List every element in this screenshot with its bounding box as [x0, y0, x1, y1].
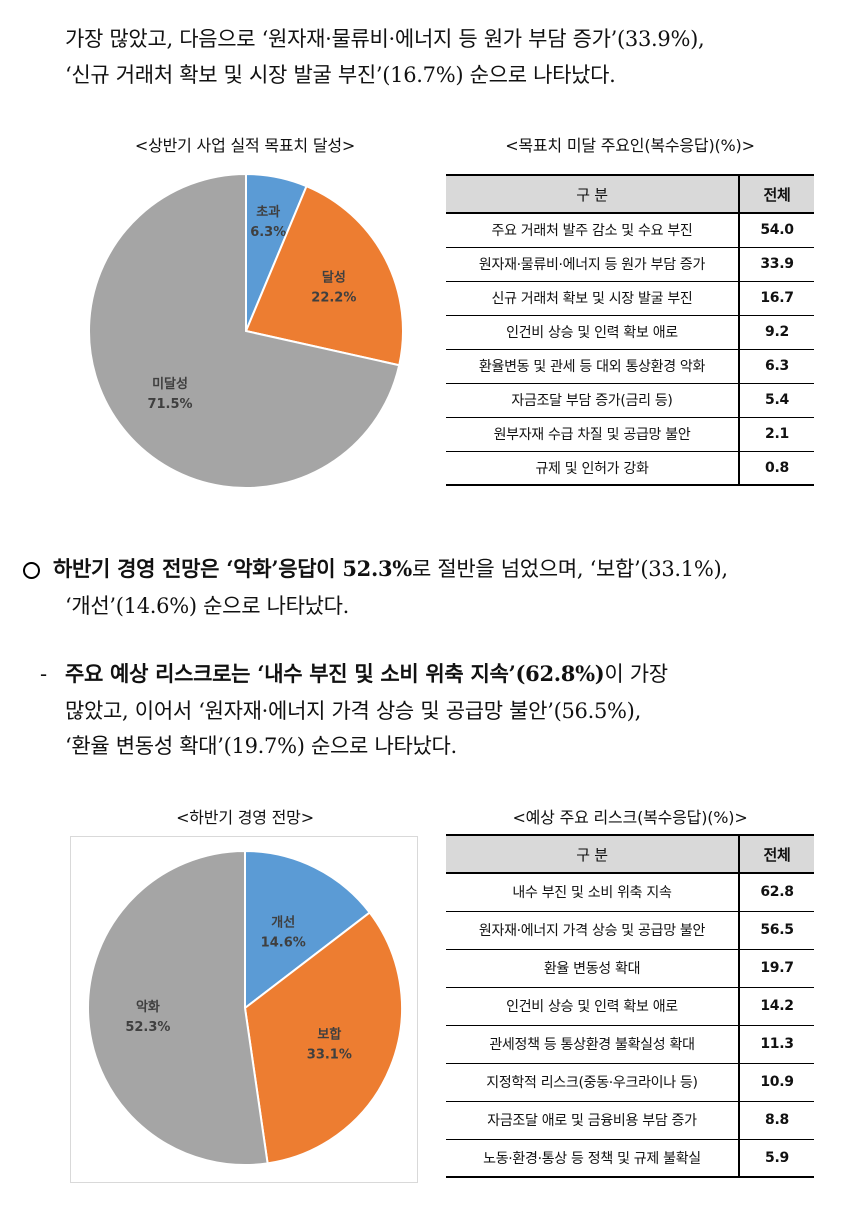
table2-header-item: 구 분: [446, 834, 739, 874]
row-item-label: 원부자재 수급 차질 및 공급망 불안: [446, 417, 739, 452]
row-item-label: 자금조달 애로 및 금융비용 부담 증가: [446, 1101, 739, 1140]
row-item-label: 내수 부진 및 소비 위축 지속: [446, 873, 739, 912]
pie-slice-value-label: 71.5%: [147, 397, 192, 412]
table-row: 관세정책 등 통상환경 불확실성 확대 11.3: [446, 1025, 814, 1064]
risk-text-post: 이 가장: [604, 662, 668, 686]
row-value: 54.0: [738, 213, 814, 248]
table-row: 원부자재 수급 차질 및 공급망 불안 2.1: [446, 417, 814, 452]
risk-line-2: 많았고, 이어서 ‘원자재·에너지 가격 상승 및 공급망 불안’(56.5%)…: [65, 699, 641, 723]
outlook-text-pre: 하반기 경영 전망은: [53, 556, 227, 581]
row-item-label: 환율 변동성 확대: [446, 949, 739, 988]
chart1-caption: <상반기 사업 실적 목표치 달성>: [134, 136, 356, 155]
row-value: 6.3: [738, 349, 814, 384]
risk-text-bold: ‘내수 부진 및 소비 위축 지속’(62.8%): [257, 661, 605, 686]
table1-header-item: 구 분: [446, 174, 739, 214]
row-value: 16.7: [738, 281, 814, 316]
row-item-label: 신규 거래처 확보 및 시장 발굴 부진: [446, 281, 739, 316]
row-item-label: 규제 및 인허가 강화: [446, 451, 739, 486]
row-item-label: 지정학적 리스크(중동·우크라이나 등): [446, 1063, 739, 1102]
row-value: 9.2: [738, 315, 814, 350]
pie-slice-2: [88, 172, 401, 489]
pie-slice-2: [87, 849, 269, 1166]
pie-chart-h1-achievement: 초과 6.3% 달성 22.2% 미달성 71.5%: [88, 172, 404, 489]
table-expected-risks: 구 분 전체 내수 부진 및 소비 위축 지속 62.8 원자재·에너지 가격 상승…: [446, 834, 814, 1178]
row-value: 33.9: [738, 247, 814, 282]
outlook-text-bold: ‘악화’응답이 52.3%: [226, 556, 412, 581]
risk-line-1: 주요 예상 리스크로는 ‘내수 부진 및 소비 위축 지속’(62.8%)이 가…: [65, 657, 668, 691]
row-value: 11.3: [738, 1025, 814, 1064]
row-item-label: 노동·환경·통상 등 정책 및 규제 불확실: [446, 1139, 739, 1178]
table-row: 규제 및 인허가 강화 0.8: [446, 451, 814, 486]
outlook-line-2: ‘개선’(14.6%) 순으로 나타났다.: [65, 594, 350, 618]
row-value: 10.9: [738, 1063, 814, 1102]
pie-slice-label: 보합: [317, 1026, 341, 1042]
row-value: 5.9: [738, 1139, 814, 1178]
row-value: 62.8: [738, 873, 814, 912]
table-row: 원자재·에너지 가격 상승 및 공급망 불안 56.5: [446, 911, 814, 950]
row-value: 8.8: [738, 1101, 814, 1140]
pie-slice-label: 악화: [136, 999, 160, 1015]
outlook-line-1: 하반기 경영 전망은 ‘악화’응답이 52.3%로 절반을 넘었으며, ‘보합’…: [53, 552, 728, 586]
pie-slice-value-label: 6.3%: [250, 225, 286, 240]
row-value: 0.8: [738, 451, 814, 486]
row-value: 14.2: [738, 987, 814, 1026]
table-row: 내수 부진 및 소비 위축 지속 62.8: [446, 873, 814, 912]
table1-caption: <목표치 미달 주요인(복수응답)(%)>: [505, 136, 755, 155]
table-row: 자금조달 부담 증가(금리 등) 5.4: [446, 383, 814, 418]
pie-slice-0: [244, 849, 372, 1011]
pie-slice-value-label: 22.2%: [311, 291, 356, 306]
table-row: 신규 거래처 확보 및 시장 발굴 부진 16.7: [446, 281, 814, 316]
row-item-label: 주요 거래처 발주 감소 및 수요 부진: [446, 213, 739, 248]
table1-header-value: 전체: [738, 174, 814, 214]
row-value: 56.5: [738, 911, 814, 950]
pie-slice-label: 초과: [256, 205, 280, 220]
table2-caption: <예상 주요 리스크(복수응답)(%)>: [512, 808, 748, 827]
row-item-label: 원자재·물류비·에너지 등 원가 부담 증가: [446, 247, 739, 282]
table-row: 자금조달 애로 및 금융비용 부담 증가 8.8: [446, 1101, 814, 1140]
pie-slice-label: 미달성: [152, 376, 188, 392]
outlook-text-post: 로 절반을 넘었으며, ‘보합’(33.1%),: [411, 557, 728, 581]
pie-chart-h2-outlook: 개선 14.6% 보합 33.1% 악화 52.3%: [87, 849, 403, 1166]
risk-line-3: ‘환율 변동성 확대’(19.7%) 순으로 나타났다.: [65, 734, 457, 758]
table-row: 원자재·물류비·에너지 등 원가 부담 증가 33.9: [446, 247, 814, 282]
pie-slice-label: 개선: [271, 915, 295, 931]
row-value: 19.7: [738, 949, 814, 988]
pie-slice-1: [243, 911, 403, 1165]
table-row: 인건비 상승 및 인력 확보 애로 14.2: [446, 987, 814, 1026]
table-row: 지정학적 리스크(중동·우크라이나 등) 10.9: [446, 1063, 814, 1102]
pie-slice-value-label: 33.1%: [307, 1047, 352, 1062]
pie-slice-label: 달성: [322, 271, 346, 286]
intro-line-2: ‘신규 거래처 확보 및 시장 발굴 부진’(16.7%) 순으로 나타났다.: [65, 63, 616, 87]
chart2-caption: <하반기 경영 전망>: [176, 808, 314, 827]
row-value: 2.1: [738, 417, 814, 452]
row-item-label: 원자재·에너지 가격 상승 및 공급망 불안: [446, 911, 739, 950]
intro-line-1: 가장 많았고, 다음으로 ‘원자재·물류비·에너지 등 원가 부담 증가’(33…: [65, 27, 705, 51]
row-item-label: 인건비 상승 및 인력 확보 애로: [446, 987, 739, 1026]
row-value: 5.4: [738, 383, 814, 418]
pie-slice-1: [244, 184, 404, 367]
table-row: 주요 거래처 발주 감소 및 수요 부진 54.0: [446, 213, 814, 248]
risk-text-pre: 주요 예상 리스크로는: [65, 661, 258, 686]
row-item-label: 관세정책 등 통상환경 불확실성 확대: [446, 1025, 739, 1064]
row-item-label: 인건비 상승 및 인력 확보 애로: [446, 315, 739, 350]
table2-header-value: 전체: [738, 834, 814, 874]
row-item-label: 환율변동 및 관세 등 대외 통상환경 악화: [446, 349, 739, 384]
table-row: 환율변동 및 관세 등 대외 통상환경 악화 6.3: [446, 349, 814, 384]
table-row: 인건비 상승 및 인력 확보 애로 9.2: [446, 315, 814, 350]
table-row: 노동·환경·통상 등 정책 및 규제 불확실 5.9: [446, 1139, 814, 1178]
pie-slice-value-label: 52.3%: [125, 1020, 170, 1035]
circle-bullet-icon: [23, 562, 40, 579]
chart2-frame: [70, 836, 418, 1183]
row-item-label: 자금조달 부담 증가(금리 등): [446, 383, 739, 418]
pie-slice-value-label: 14.6%: [261, 936, 306, 951]
table-shortfall-reasons: 구 분 전체 주요 거래처 발주 감소 및 수요 부진 54.0 원자재·물류비·에…: [446, 174, 814, 486]
risk-dash: -: [40, 662, 47, 686]
table-row: 환율 변동성 확대 19.7: [446, 949, 814, 988]
